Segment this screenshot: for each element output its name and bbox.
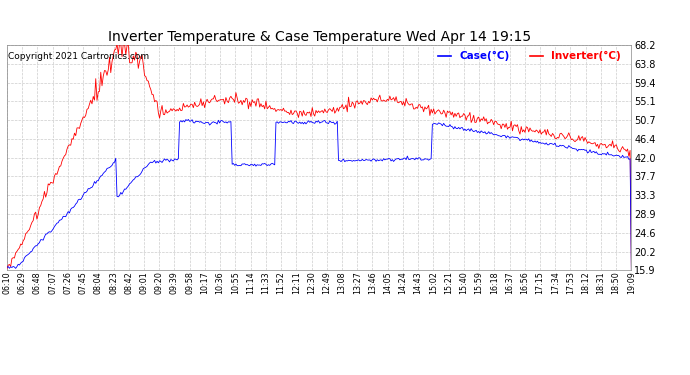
Text: Copyright 2021 Cartronics.com: Copyright 2021 Cartronics.com (8, 52, 148, 61)
Title: Inverter Temperature & Case Temperature Wed Apr 14 19:15: Inverter Temperature & Case Temperature … (108, 30, 531, 44)
Legend: Case(°C), Inverter(°C): Case(°C), Inverter(°C) (434, 47, 625, 66)
